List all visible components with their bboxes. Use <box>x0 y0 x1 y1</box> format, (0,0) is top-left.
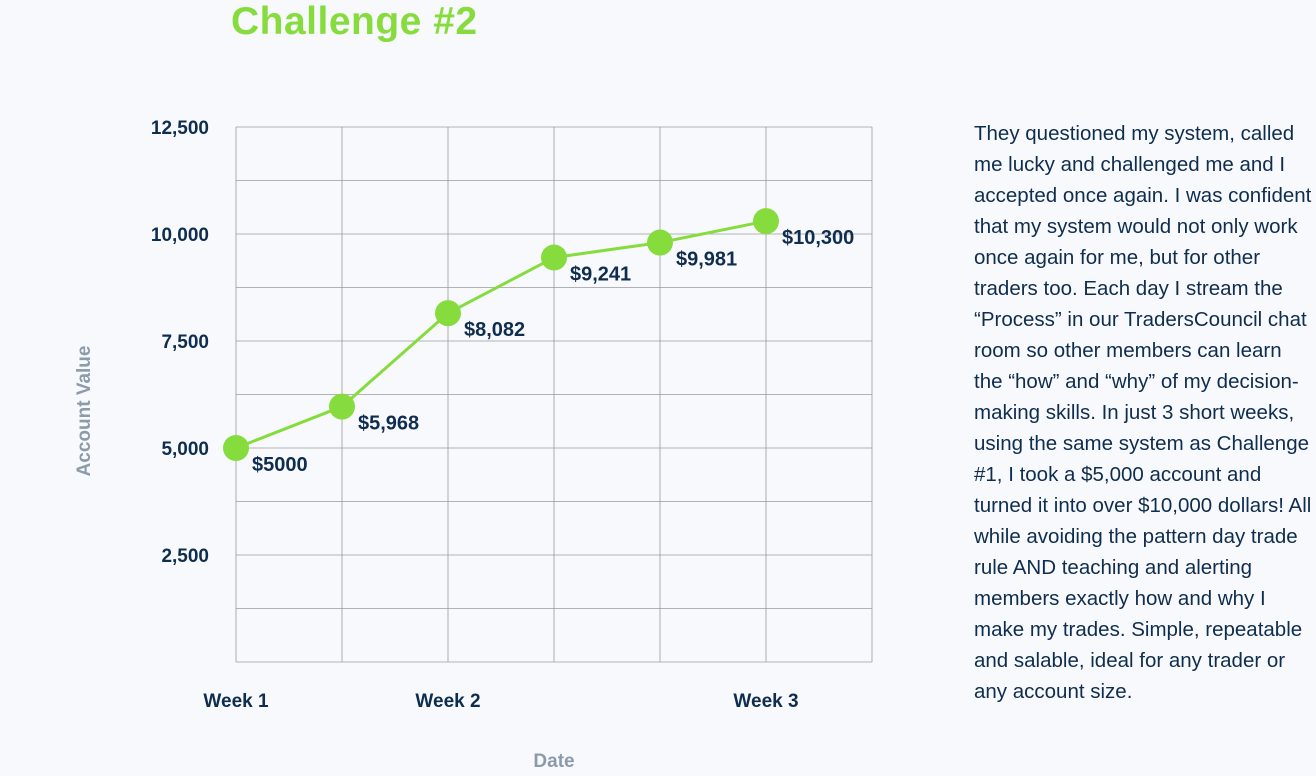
data-label: $9,241 <box>570 264 631 286</box>
y-axis-title: Account Value <box>74 346 95 477</box>
y-tick-label: 10,000 <box>151 225 209 246</box>
data-label: $5000 <box>252 454 308 476</box>
data-label: $9,981 <box>676 249 737 271</box>
data-point <box>435 300 461 327</box>
y-tick-label: 5,000 <box>161 439 209 460</box>
x-axis-title: Date <box>533 751 574 772</box>
y-tick-label: 2,500 <box>161 546 209 567</box>
data-point <box>541 244 567 271</box>
y-tick-label: 7,500 <box>161 332 209 353</box>
y-tick-label: 12,500 <box>151 118 209 139</box>
x-tick-label: Week 3 <box>733 691 798 712</box>
data-point <box>329 393 355 420</box>
data-label: $5,968 <box>358 413 419 435</box>
data-label: $10,300 <box>782 227 854 249</box>
x-tick-label: Week 1 <box>203 691 269 712</box>
challenge-description: They questioned my system, called me luc… <box>974 122 1312 703</box>
line-chart: 2,500 5,000 7,500 10,000 12,500 Week 1 Week 2 W… <box>74 118 873 772</box>
data-label: $8,082 <box>464 319 525 341</box>
series-line <box>235 219 767 450</box>
data-point <box>223 435 249 461</box>
x-tick-label: Week 2 <box>415 691 480 712</box>
data-point <box>647 229 673 256</box>
data-point <box>753 208 779 235</box>
chart-title: Challenge #2 <box>231 0 478 43</box>
